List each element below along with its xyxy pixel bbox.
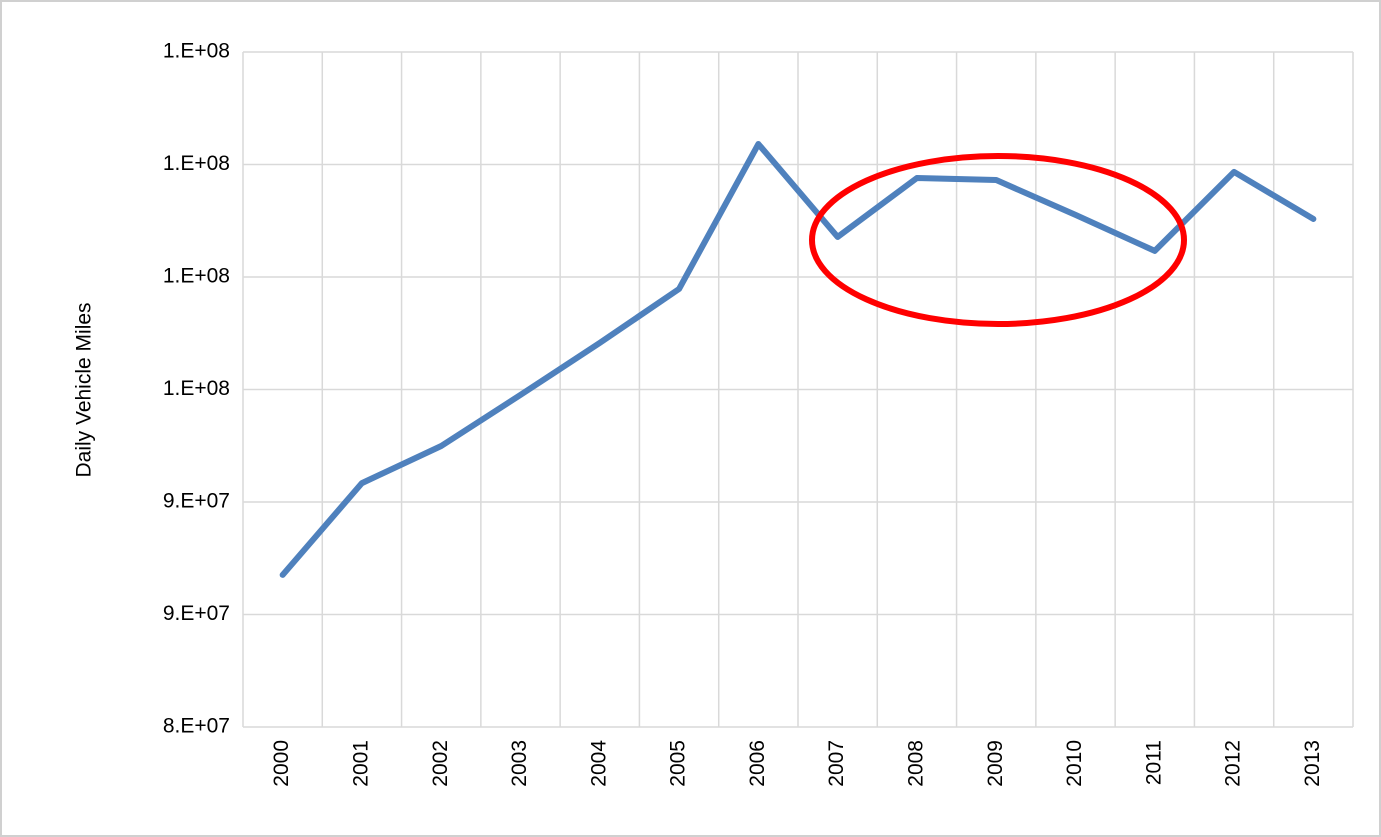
x-tick-label: 2001 <box>349 740 372 787</box>
y-tick-label: 1.E+08 <box>163 377 230 400</box>
x-tick-label: 2006 <box>746 740 769 787</box>
y-tick-label: 8.E+07 <box>163 715 230 738</box>
x-tick-label: 2002 <box>429 740 452 787</box>
grid <box>242 51 1354 728</box>
x-tick-label: 2004 <box>587 740 610 787</box>
y-axis-title: Daily Vehicle Miles <box>73 302 96 477</box>
y-tick-label: 1.E+08 <box>163 152 230 175</box>
y-tick-label: 9.E+07 <box>163 490 230 513</box>
x-tick-label: 2011 <box>1142 740 1165 785</box>
x-tick-label: 2010 <box>1063 740 1086 787</box>
x-tick-label: 2009 <box>984 740 1007 787</box>
x-tick-label: 2003 <box>508 740 531 787</box>
x-tick-label: 2005 <box>667 740 690 787</box>
plot <box>279 141 1317 578</box>
x-tick-label: 2008 <box>904 740 927 787</box>
y-tick-label: 1.E+08 <box>163 40 230 63</box>
x-tick-label: 2007 <box>825 740 848 787</box>
y-tick-label: 9.E+07 <box>163 602 230 625</box>
x-tick-label: 2012 <box>1222 740 1245 787</box>
x-tick-label: 2000 <box>270 740 293 787</box>
y-tick-label: 1.E+08 <box>163 265 230 288</box>
x-tick-label: 2013 <box>1301 740 1324 787</box>
line-series <box>279 141 1317 578</box>
highlight-ellipse <box>809 153 1187 327</box>
